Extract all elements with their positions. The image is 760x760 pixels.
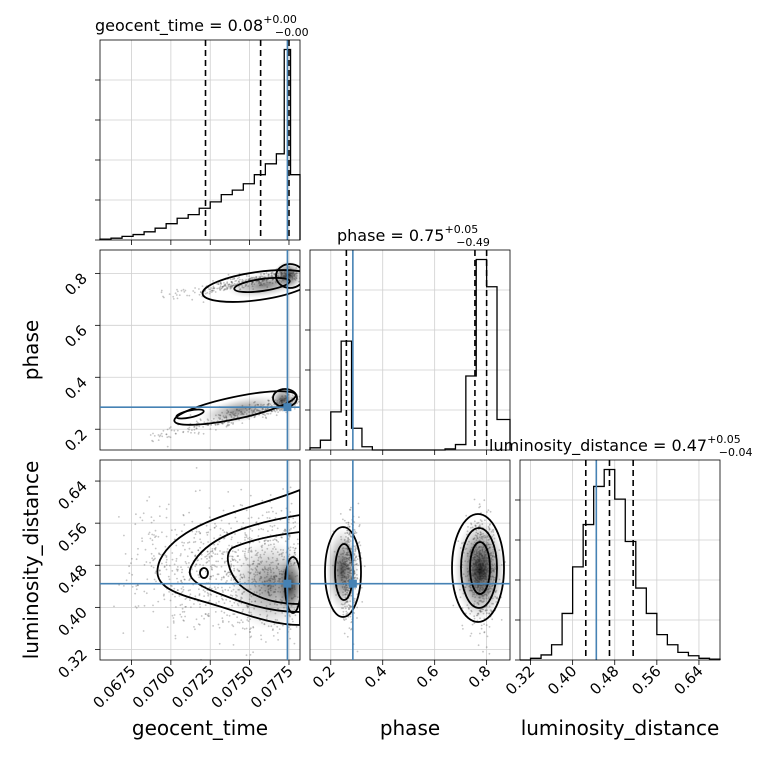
x-tick-label: 0.32 [502, 662, 538, 698]
panel-phase-geocent [99, 249, 301, 451]
x-tick-label: 0.0675 [89, 662, 139, 712]
y-tick-label: 0.4 [61, 373, 91, 403]
xlabel-luminosity-distance: luminosity_distance [521, 716, 720, 740]
contour-line [188, 514, 300, 613]
x-tick-label: 0.0775 [247, 662, 297, 712]
xlabel-phase: phase [380, 716, 440, 740]
scatter-ld-phase [324, 498, 507, 655]
title-phase: phase = 0.75+0.05 −0.49 [337, 223, 490, 249]
hist-panel-geocent_time [99, 39, 301, 241]
contour-line [275, 263, 300, 289]
contour-line [469, 541, 491, 595]
x-tick-label: 0.0750 [208, 662, 258, 712]
scatter-phase-geocent [149, 261, 300, 448]
truth-marker [283, 579, 292, 588]
xlabel-geocent-time: geocent_time [132, 716, 268, 740]
x-tick-label: 0.64 [670, 662, 706, 698]
ylabel-phase: phase [19, 320, 43, 380]
hist-panel-luminosity_distance [519, 459, 721, 661]
title-geocent-time: geocent_time = 0.08+0.00 −0.00 [95, 13, 309, 39]
panel-ld-geocent [99, 459, 301, 661]
contour-line [460, 527, 498, 609]
panel-ld-phase [309, 459, 511, 661]
contour-line [156, 489, 300, 626]
contour-line [199, 567, 209, 579]
contour-line [175, 408, 205, 420]
y-tick-label: 0.32 [54, 646, 90, 682]
scatter-ld-geocent [113, 467, 300, 660]
x-tick-label: 0.6 [413, 662, 443, 692]
ylabel-luminosity-distance: luminosity_distance [19, 461, 43, 660]
y-tick-label: 0.8 [61, 269, 91, 299]
x-tick-label: 0.2 [309, 662, 339, 692]
histogram-geocent_time [99, 48, 301, 240]
histogram-luminosity_distance [520, 468, 721, 661]
contour-line [324, 526, 362, 618]
y-tick-label: 0.2 [61, 425, 91, 455]
hist-panel-phase [309, 249, 511, 451]
x-tick-label: 0.56 [628, 662, 664, 698]
y-tick-label: 0.40 [54, 603, 90, 639]
x-tick-label: 0.48 [586, 662, 622, 698]
y-tick-label: 0.48 [54, 561, 90, 597]
x-tick-label: 0.8 [465, 662, 495, 692]
contour-line [226, 531, 300, 605]
truth-marker [348, 579, 357, 588]
title-luminosity-distance: luminosity_distance = 0.47+0.05 −0.04 [489, 433, 753, 459]
x-tick-label: 0.0725 [168, 662, 218, 712]
contour-line [451, 513, 505, 623]
x-tick-label: 0.0700 [129, 662, 179, 712]
y-tick-label: 0.56 [54, 519, 90, 555]
y-tick-label: 0.64 [54, 477, 90, 513]
truth-marker [283, 403, 292, 412]
x-tick-label: 0.4 [361, 662, 391, 692]
y-tick-label: 0.6 [61, 321, 91, 351]
contour-line [233, 276, 291, 294]
x-tick-label: 0.40 [544, 662, 580, 698]
contour-line [201, 269, 300, 303]
histogram-phase [309, 258, 511, 451]
